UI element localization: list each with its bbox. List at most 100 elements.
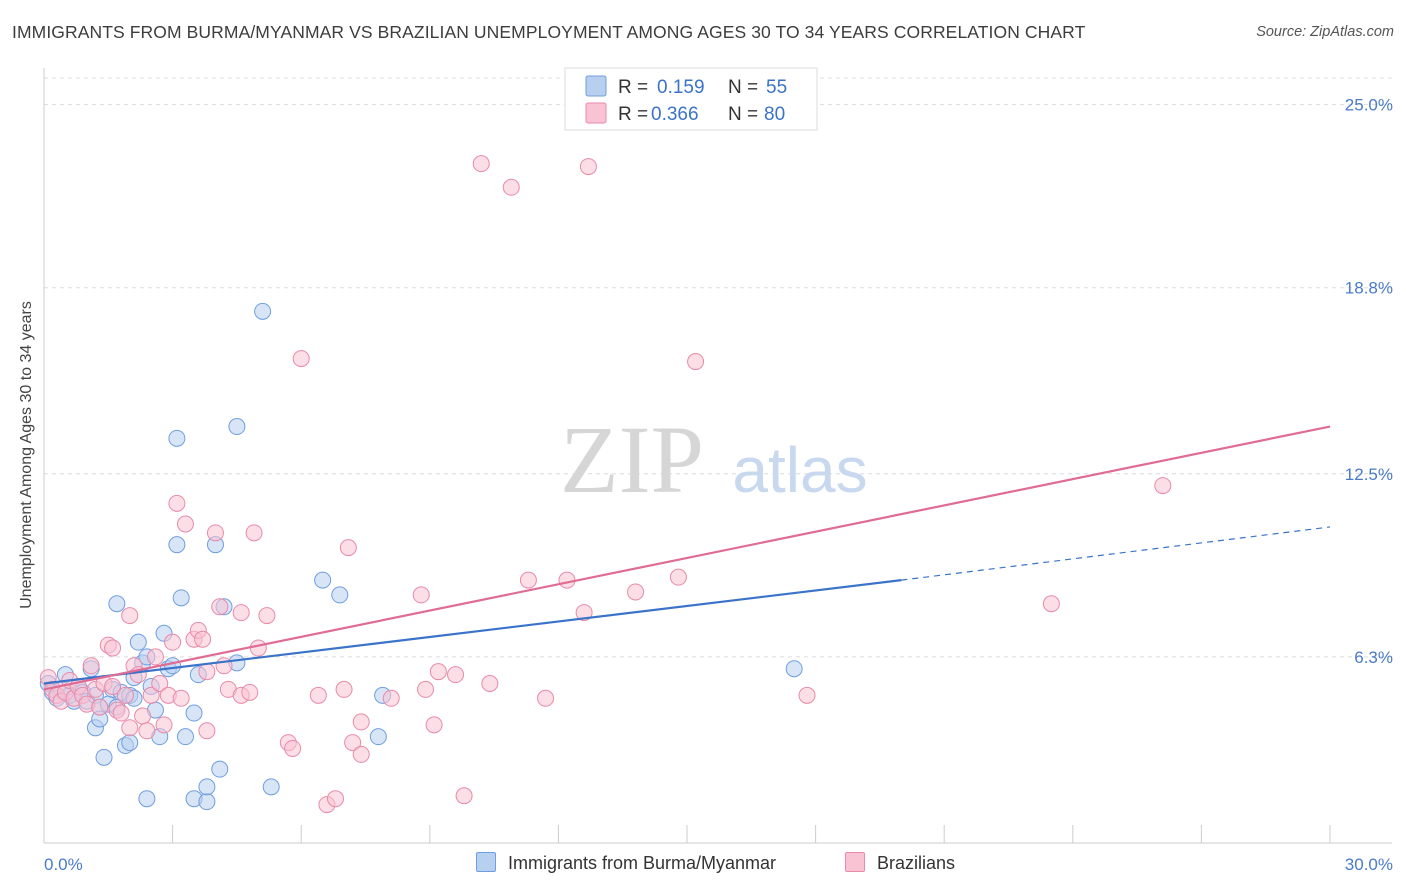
data-point-brazilians bbox=[168, 494, 186, 512]
data-point-brazilians bbox=[335, 680, 353, 698]
data-point-brazilians bbox=[447, 666, 465, 684]
data-point-brazilians bbox=[241, 683, 259, 701]
trend-lines bbox=[43, 425, 1331, 691]
legend-swatch-burma bbox=[585, 75, 607, 97]
data-point-burma bbox=[211, 760, 229, 778]
data-point-burma bbox=[198, 793, 216, 811]
data-point-brazilians bbox=[151, 675, 169, 693]
data-point-brazilians bbox=[575, 604, 593, 622]
trend-line-burma-extension bbox=[901, 526, 1331, 581]
data-point-burma bbox=[176, 728, 194, 746]
data-point-brazilians bbox=[172, 689, 190, 707]
data-point-brazilians bbox=[134, 707, 152, 725]
data-point-burma bbox=[164, 657, 182, 675]
data-point-brazilians bbox=[232, 604, 250, 622]
data-point-burma bbox=[168, 429, 186, 447]
data-point-brazilians bbox=[429, 663, 447, 681]
data-point-brazilians bbox=[198, 663, 216, 681]
legend-n-label-2: N = bbox=[728, 104, 758, 125]
data-point-burma bbox=[185, 704, 203, 722]
data-point-brazilians bbox=[579, 158, 597, 176]
data-point-brazilians bbox=[352, 713, 370, 731]
data-point-brazilians bbox=[121, 719, 139, 737]
data-point-burma bbox=[95, 748, 113, 766]
data-point-brazilians bbox=[339, 539, 357, 557]
data-point-brazilians bbox=[558, 571, 576, 589]
data-point-burma bbox=[785, 660, 803, 678]
data-point-burma bbox=[314, 571, 332, 589]
data-point-brazilians bbox=[104, 639, 122, 657]
data-point-brazilians bbox=[164, 633, 182, 651]
data-point-brazilians bbox=[472, 155, 490, 173]
data-point-brazilians bbox=[155, 716, 173, 734]
data-point-brazilians bbox=[194, 630, 212, 648]
grid-lines bbox=[44, 77, 1392, 658]
data-point-brazilians bbox=[211, 598, 229, 616]
legend-swatch-icon bbox=[476, 852, 496, 872]
chart-title: IMMIGRANTS FROM BURMA/MYANMAR VS BRAZILI… bbox=[12, 22, 1086, 42]
data-point-brazilians bbox=[245, 524, 263, 542]
data-point-brazilians bbox=[326, 790, 344, 808]
bottom-legend-brazilians-label: Brazilians bbox=[877, 853, 956, 873]
data-point-brazilians bbox=[292, 350, 310, 368]
tick-labels: 6.3% 12.5% 18.8% 25.0% 0.0% 30.0% bbox=[44, 96, 1393, 874]
legend-r-label-2: R = bbox=[618, 104, 648, 125]
data-point-brazilians bbox=[798, 686, 816, 704]
data-point-burma bbox=[172, 589, 190, 607]
watermark: ZIP atlas bbox=[560, 406, 868, 513]
data-point-brazilians bbox=[138, 722, 156, 740]
bottom-legend-burma[interactable]: Immigrants from Burma/Myanmar bbox=[476, 852, 776, 874]
data-point-brazilians bbox=[687, 353, 705, 371]
data-point-brazilians bbox=[627, 583, 645, 601]
data-point-burma bbox=[121, 734, 139, 752]
data-point-brazilians bbox=[112, 704, 130, 722]
data-point-brazilians bbox=[284, 739, 302, 757]
data-point-brazilians bbox=[455, 787, 473, 805]
data-point-brazilians bbox=[198, 722, 216, 740]
data-point-brazilians bbox=[1154, 477, 1172, 495]
legend-n-value-2: 80 bbox=[764, 104, 785, 125]
legend-n-value-1: 55 bbox=[766, 77, 787, 98]
data-point-brazilians bbox=[481, 675, 499, 693]
data-point-brazilians bbox=[206, 524, 224, 542]
data-point-brazilians bbox=[669, 568, 687, 586]
data-point-brazilians bbox=[417, 680, 435, 698]
data-point-brazilians bbox=[142, 686, 160, 704]
axes bbox=[43, 68, 1392, 844]
y-tick-label: 18.8% bbox=[1345, 279, 1393, 298]
legend-box: R = 0.159 N = 55 R = 0.366 N = 80 bbox=[564, 67, 818, 131]
data-point-brazilians bbox=[382, 689, 400, 707]
data-point-brazilians bbox=[176, 515, 194, 533]
data-point-burma bbox=[254, 302, 272, 320]
data-point-brazilians bbox=[537, 689, 555, 707]
x-tick-label: 0.0% bbox=[44, 855, 83, 874]
data-point-brazilians bbox=[344, 734, 362, 752]
legend-frame bbox=[564, 67, 818, 131]
data-point-brazilians bbox=[146, 648, 164, 666]
data-point-brazilians bbox=[258, 607, 276, 625]
data-point-brazilians bbox=[1042, 595, 1060, 613]
data-point-brazilians bbox=[309, 686, 327, 704]
legend-swatch-icon bbox=[845, 852, 865, 872]
data-point-brazilians bbox=[82, 657, 100, 675]
data-point-burma bbox=[138, 790, 156, 808]
data-point-brazilians bbox=[502, 178, 520, 196]
data-point-burma bbox=[369, 728, 387, 746]
source-label: Source: ZipAtlas.com bbox=[1256, 24, 1394, 40]
y-tick-label: 6.3% bbox=[1354, 648, 1393, 667]
bottom-legend-brazilians[interactable]: Brazilians bbox=[845, 852, 955, 874]
data-point-brazilians bbox=[249, 639, 267, 657]
data-point-burma bbox=[168, 536, 186, 554]
data-point-brazilians bbox=[121, 607, 139, 625]
legend-n-label-1: N = bbox=[728, 77, 758, 98]
data-point-burma bbox=[108, 595, 126, 613]
data-point-burma bbox=[228, 418, 246, 436]
legend-r-value-1: 0.159 bbox=[657, 77, 705, 98]
bottom-legend-burma-label: Immigrants from Burma/Myanmar bbox=[508, 853, 777, 873]
legend-r-value-2: 0.366 bbox=[651, 104, 699, 125]
watermark-atlas: atlas bbox=[732, 434, 867, 506]
y-tick-label: 12.5% bbox=[1345, 465, 1393, 484]
data-point-brazilians bbox=[116, 686, 134, 704]
watermark-zip: ZIP bbox=[560, 406, 704, 513]
